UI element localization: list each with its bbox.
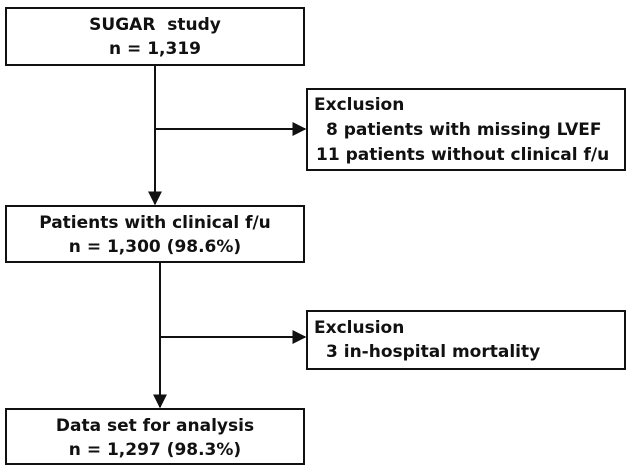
box-text: 8 patients with missing LVEF <box>326 120 602 140</box>
box-text: 3 in-hospital mortality <box>326 342 540 362</box>
box <box>5 408 305 465</box>
box-text: n = 1,297 (98.3%) <box>69 440 241 460</box>
box-text: n = 1,319 <box>109 39 201 59</box>
box-text: 11 patients without clinical f/u <box>316 145 609 165</box>
box-text: Patients with clinical f/u <box>39 213 271 233</box>
box <box>5 7 305 66</box>
box-text: Exclusion <box>314 95 404 115</box>
box <box>306 310 626 370</box>
box <box>5 205 305 263</box>
box-text: Data set for analysis <box>56 416 254 436</box>
box <box>306 88 626 171</box>
box-text: SUGAR study <box>89 15 221 35</box>
box-text: n = 1,300 (98.6%) <box>69 237 241 257</box>
box-text: Exclusion <box>314 318 404 338</box>
